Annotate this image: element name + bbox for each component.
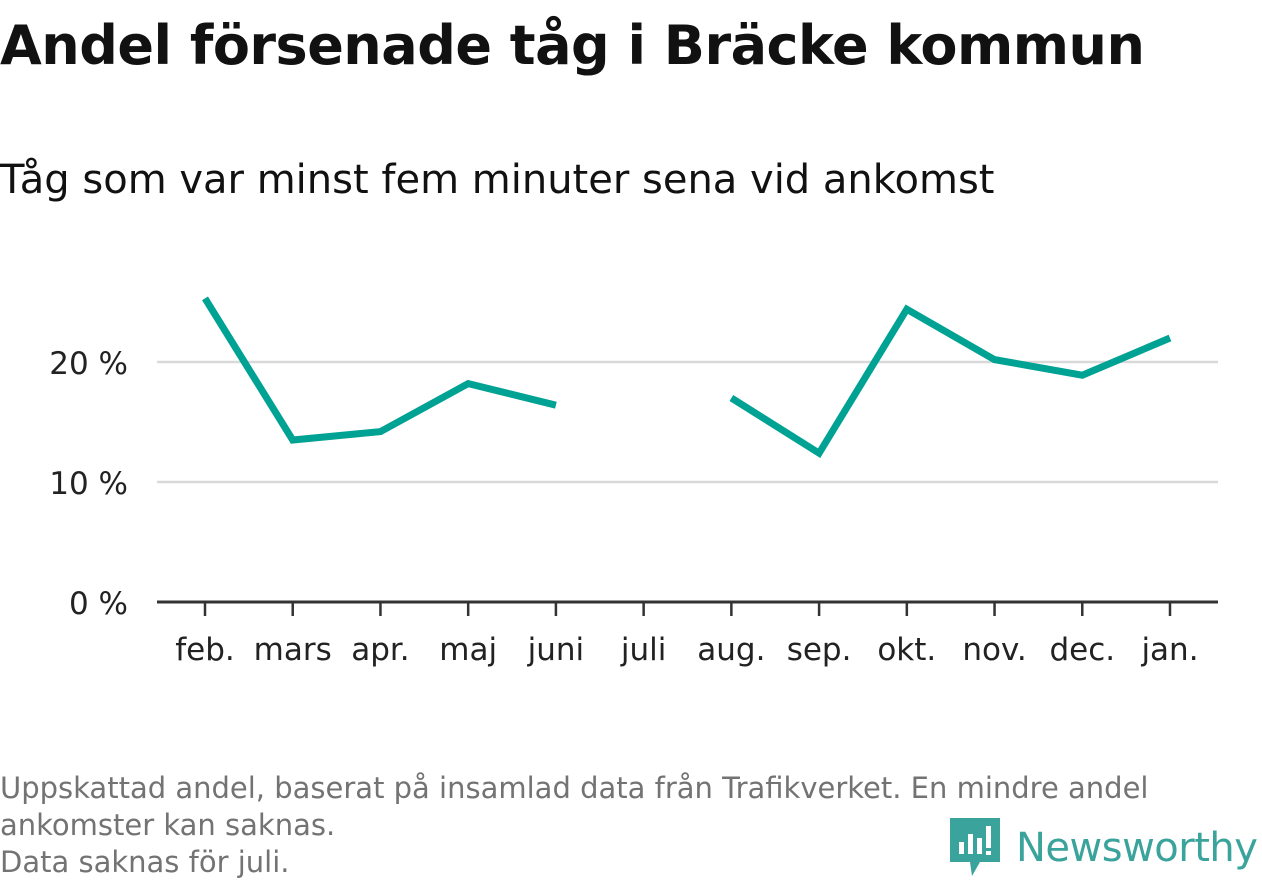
x-tick-label: feb. [175, 632, 235, 668]
y-tick-label: 20 % [49, 346, 128, 382]
x-tick-label: apr. [351, 632, 409, 668]
y-tick-label: 0 % [69, 586, 128, 622]
footer-note: Uppskattad andel, baserat på insamlad da… [0, 770, 1255, 881]
x-tick-labels: feb. mars apr. maj juni juli aug. sep. okt. nov. d… [175, 632, 1198, 668]
line-chart: 0 % 10 % 20 % feb. mars apr. maj juni juli aug. s… [49, 296, 1218, 668]
x-tick-label: sep. [787, 632, 852, 668]
x-tick-label: dec. [1049, 632, 1115, 668]
brand-logo: Newsworthy [950, 818, 1258, 878]
chart-subtitle: Tåg som var minst fem minuter sena vid a… [0, 157, 995, 203]
series-line-segment [729, 304, 1172, 459]
footer-note-line-3: Data saknas för juli. [0, 845, 290, 879]
brand-name: Newsworthy [1016, 825, 1258, 871]
x-tick-label: okt. [877, 632, 936, 668]
x-tick-label: juli [620, 632, 667, 668]
newsworthy-logo-icon [950, 818, 1000, 876]
x-tick-label: aug. [697, 632, 765, 668]
x-tick-label: jan. [1140, 632, 1198, 668]
series-line-segment [202, 296, 557, 444]
y-tick-labels: 0 % 10 % 20 % [49, 346, 128, 622]
grid-lines [157, 360, 1218, 484]
x-tick-label: nov. [962, 632, 1026, 668]
footer-note-line-2: ankomster kan saknas. [0, 808, 336, 842]
x-tick-label: maj [439, 632, 497, 668]
footer-note-line-1: Uppskattad andel, baserat på insamlad da… [0, 771, 1149, 805]
x-axis [157, 600, 1218, 616]
y-tick-label: 10 % [49, 466, 128, 502]
series-lines [202, 296, 1172, 459]
x-tick-label: juni [527, 632, 585, 668]
chart-title: Andel försenade tåg i Bräcke kommun [0, 14, 1145, 77]
x-tick-label: mars [254, 632, 332, 668]
